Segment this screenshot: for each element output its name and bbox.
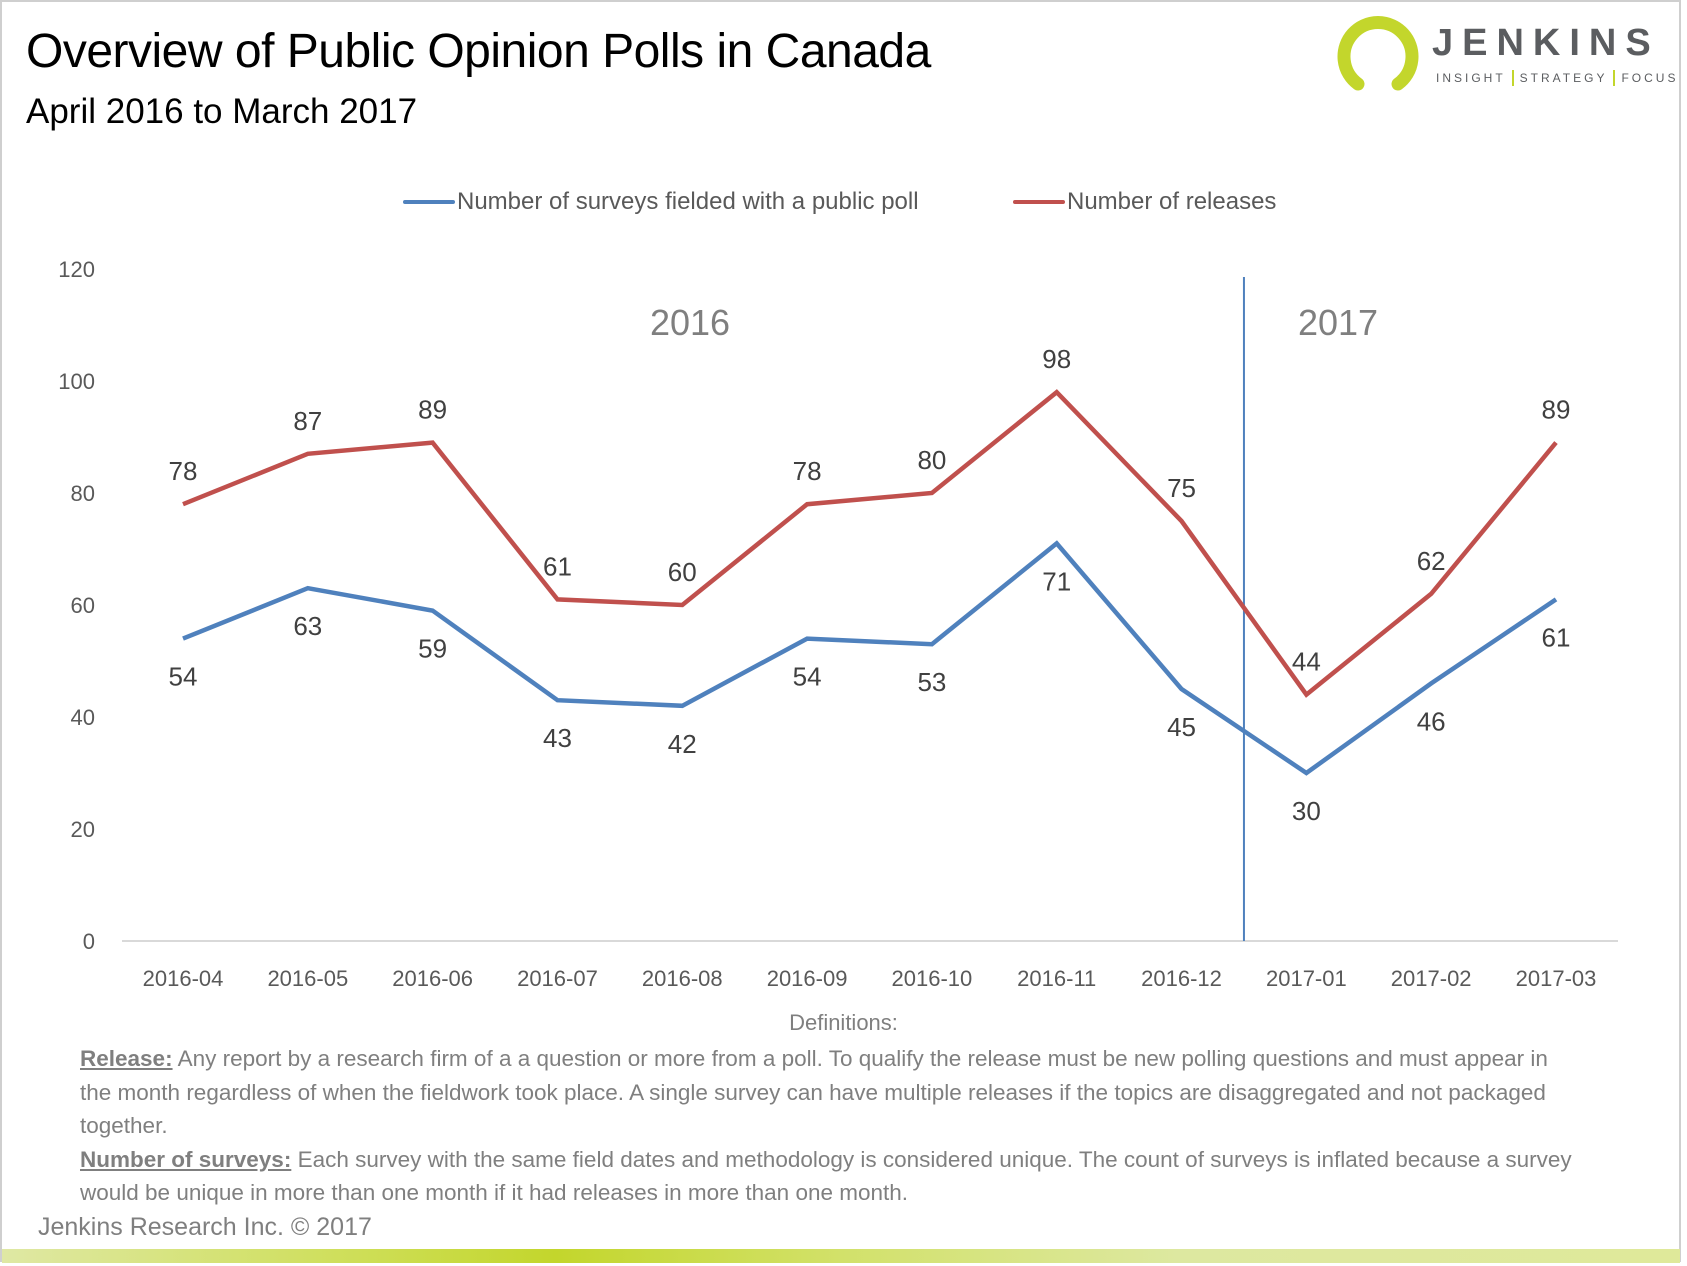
y-tick-label: 80: [71, 481, 95, 506]
definition-text: Any report by a research firm of a a que…: [80, 1046, 1548, 1138]
legend-swatch-releases: [1013, 200, 1065, 204]
data-label-surveys: 43: [543, 723, 572, 753]
data-label-surveys: 71: [1042, 566, 1071, 596]
x-tick-label: 2016-11: [1017, 966, 1096, 991]
x-tick-label: 2016-12: [1141, 966, 1222, 991]
year-label-2016: 2016: [650, 302, 730, 343]
legend-label-releases: Number of releases: [1067, 188, 1277, 215]
data-label-releases: 75: [1167, 473, 1196, 503]
data-label-surveys: 63: [293, 611, 322, 641]
definition-number-of-surveys: Number of surveys: Each survey with the …: [80, 1143, 1580, 1210]
y-tick-label: 60: [71, 593, 95, 618]
x-tick-label: 2016-05: [267, 966, 348, 991]
logo-tag-separator: [1613, 70, 1616, 86]
x-tick-label: 2017-02: [1391, 966, 1472, 991]
definition-release: Release: Any report by a research firm o…: [80, 1042, 1580, 1143]
data-label-releases: 78: [169, 456, 198, 486]
data-label-surveys: 30: [1292, 796, 1321, 826]
logo-tagline: INSIGHT STRATEGY FOCUS: [1436, 70, 1678, 86]
legend-swatch-surveys: [403, 200, 455, 204]
copyright-footer: Jenkins Research Inc. © 2017: [38, 1213, 372, 1241]
data-label-surveys: 59: [418, 634, 447, 664]
x-tick-label: 2016-08: [642, 966, 723, 991]
data-label-releases: 87: [293, 406, 322, 436]
page-title: Overview of Public Opinion Polls in Cana…: [26, 25, 931, 78]
data-label-surveys: 54: [169, 662, 198, 692]
logo-wordmark: JENKINS: [1432, 22, 1660, 64]
definitions-body: Release: Any report by a research firm o…: [80, 1042, 1580, 1210]
jenkins-logo: JENKINS INSIGHT STRATEGY FOCUS: [1328, 10, 1675, 92]
data-label-releases: 44: [1292, 647, 1321, 677]
x-tick-label: 2016-06: [392, 966, 473, 991]
data-label-surveys: 54: [793, 662, 822, 692]
data-label-surveys: 45: [1167, 712, 1196, 742]
logo-tag-focus: FOCUS: [1621, 71, 1679, 85]
definition-term: Release:: [80, 1046, 173, 1071]
x-tick-label: 2016-07: [517, 966, 598, 991]
data-label-releases: 78: [793, 456, 822, 486]
x-tick-label: 2016-09: [767, 966, 848, 991]
y-tick-label: 120: [58, 257, 95, 282]
data-label-surveys: 42: [668, 729, 697, 759]
x-tick-label: 2017-03: [1516, 966, 1597, 991]
legend-label-surveys: Number of surveys fielded with a public …: [457, 188, 919, 215]
logo-tag-strategy: STRATEGY: [1519, 71, 1608, 85]
data-label-surveys: 46: [1417, 706, 1446, 736]
line-chart: 0 20 40 60 80 100 120 2016-04 2016-05 2016-06 2016…: [58, 257, 1618, 991]
y-tick-label: 100: [58, 369, 95, 394]
y-tick-label: 20: [71, 817, 95, 842]
x-tick-label: 2016-04: [143, 966, 224, 991]
data-label-releases: 98: [1042, 344, 1071, 374]
data-label-releases: 89: [418, 395, 447, 425]
data-label-releases: 89: [1542, 395, 1571, 425]
data-label-surveys: 53: [917, 667, 946, 697]
data-label-releases: 80: [917, 445, 946, 475]
series-line-surveys: [182, 540, 1558, 776]
definition-term: Number of surveys:: [80, 1146, 292, 1172]
y-tick-label: 0: [83, 929, 95, 954]
page-subtitle: April 2016 to March 2017: [26, 92, 418, 131]
logo-tag-insight: INSIGHT: [1436, 71, 1506, 85]
data-label-releases: 62: [1417, 546, 1446, 576]
year-label-2017: 2017: [1298, 302, 1378, 343]
x-tick-label: 2016-10: [892, 966, 973, 991]
data-label-releases: 61: [543, 551, 572, 581]
data-label-surveys: 61: [1542, 622, 1571, 652]
definition-text: Each survey with the same field dates an…: [80, 1146, 1572, 1206]
definitions-heading: Definitions:: [789, 1010, 898, 1035]
legend-item-surveys: Number of surveys fielded with a public …: [403, 188, 919, 216]
y-tick-label: 40: [71, 705, 95, 730]
legend-item-releases: Number of releases: [1013, 188, 1276, 216]
series-line-releases: [182, 389, 1558, 698]
data-label-releases: 60: [668, 557, 697, 587]
logo-ring-icon: [1337, 16, 1419, 91]
logo-tag-separator: [1511, 70, 1514, 86]
bottom-accent-bar: [2, 1249, 1680, 1263]
x-tick-label: 2017-01: [1266, 966, 1347, 991]
